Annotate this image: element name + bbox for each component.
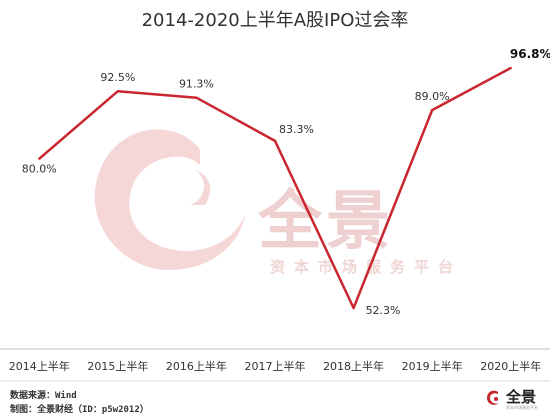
data-point	[116, 90, 120, 93]
data-label: 52.3%	[366, 304, 401, 317]
data-source-note: 数据来源：Wind	[10, 391, 77, 401]
x-tick-label: 2020上半年	[480, 359, 541, 373]
x-tick-label: 2018上半年	[323, 359, 384, 373]
x-tick-label: 2015上半年	[87, 359, 148, 373]
brand-tagline: 资本市场服务平台	[506, 405, 538, 410]
data-point	[430, 108, 434, 112]
x-tick-label: 2014上半年	[9, 359, 70, 373]
series-line	[38, 66, 512, 310]
data-point	[38, 157, 41, 160]
data-point	[273, 139, 277, 143]
data-label: 96.8%	[510, 47, 550, 61]
x-tick-label: 2019上半年	[402, 359, 463, 373]
brand-name: 全景	[506, 388, 537, 406]
chart-credit-note: 制图：全景财经（ID：p5w2012）	[10, 405, 149, 415]
data-label: 92.5%	[100, 71, 135, 84]
data-label: 80.0%	[22, 163, 57, 176]
data-point	[352, 306, 355, 310]
x-tick-label: 2016上半年	[166, 359, 227, 373]
data-label: 91.3%	[179, 78, 214, 91]
data-point	[509, 66, 512, 70]
x-tick-label: 2017上半年	[245, 359, 306, 373]
data-label: 89.0%	[415, 90, 450, 103]
data-label: 83.3%	[279, 123, 314, 136]
brand-swirl-icon	[487, 390, 499, 405]
chart-title: 2014-2020上半年A股IPO过会率	[141, 10, 409, 31]
watermark-tagline: 资本市场服务平台	[270, 258, 463, 276]
brand-logo: 全景 资本市场服务平台	[484, 386, 546, 414]
data-point	[195, 96, 198, 99]
